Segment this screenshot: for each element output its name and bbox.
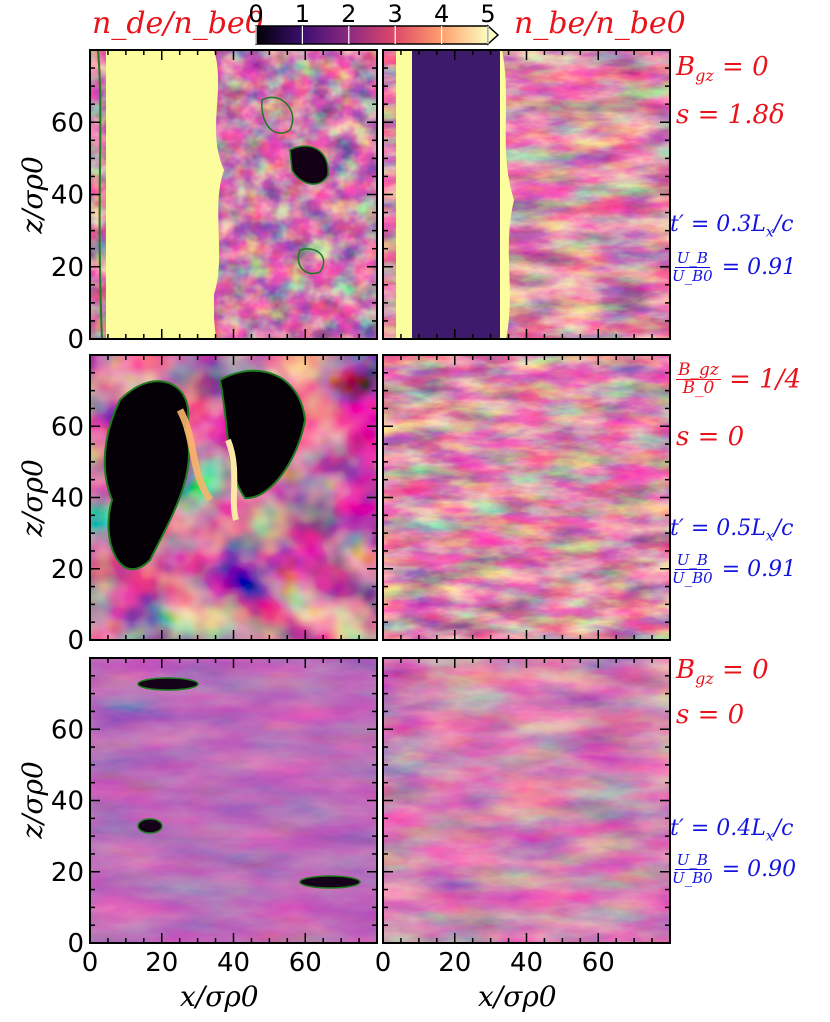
row1-right-front <box>500 50 514 339</box>
row1-left-contour-3 <box>261 96 294 134</box>
row3-right-panel <box>383 658 670 943</box>
row1-left-contour <box>97 50 103 339</box>
row2-param-bgz: B_gz B_0 = 1/4 <box>676 360 802 398</box>
y-tick-label: 20 <box>51 555 84 585</box>
x-axis-label-left: x/σρ0 <box>180 980 259 1013</box>
y-tick-label: 60 <box>51 412 84 442</box>
y-axis-labels: z/σρ0 z/σρ0 z/σρ0 <box>16 156 49 840</box>
row3-left-dark-spot <box>137 677 199 691</box>
colorbar-tick-label: 3 <box>388 0 403 28</box>
y-tick-label: 40 <box>51 484 84 514</box>
y-axis-label: z/σρ0 <box>16 459 49 538</box>
y-tick-label: 60 <box>51 715 84 745</box>
colorbar-tick-label: 0 <box>248 0 263 28</box>
x-axis-label-right: x/σρ0 <box>478 980 557 1013</box>
y-axis-label: z/σρ0 <box>16 761 49 840</box>
row1-param-s: s = 1.8δ <box>676 100 785 130</box>
colorbar-tick-label: 5 <box>480 0 495 28</box>
row3-left-dark-spot-2 <box>137 818 163 834</box>
row3-param-s: s = 0 <box>676 700 745 730</box>
axis-ticks <box>89 49 671 944</box>
x-tick-label: 0 <box>375 948 392 978</box>
x-tick-label: 0 <box>82 948 99 978</box>
row1-right-dark-band <box>412 50 502 339</box>
row3-time: t′ = 0.4Lx/c <box>670 816 794 845</box>
row1-left-panel <box>90 50 377 339</box>
left-column-title: n_de/n_be0 <box>92 6 264 41</box>
row1-left-dense-strip <box>106 50 214 339</box>
x-tick-label: 20 <box>438 948 471 978</box>
colorbar-extend-arrow <box>487 24 500 46</box>
y-tick-label: 0 <box>67 325 84 355</box>
right-column-title: n_be/n_be0 <box>514 6 686 41</box>
colorbar-tick-label: 4 <box>434 0 449 28</box>
row2-left-streak-2 <box>225 438 239 521</box>
x-tick-label: 60 <box>582 948 615 978</box>
row2-left-contour-void <box>103 380 190 570</box>
axis-tick-labels: 0 20 40 60 0 20 40 60 0 20 40 60 0 20 40 60 0 20 40 60 <box>51 108 615 978</box>
colorbar: 0 1 2 3 4 5 <box>248 0 500 46</box>
row2-time: t′ = 0.5Lx/c <box>670 516 794 545</box>
row3-left-dark-spot-3 <box>299 875 361 889</box>
y-tick-label: 0 <box>67 626 84 656</box>
y-tick-label: 40 <box>51 181 84 211</box>
row1-left-front <box>208 50 224 339</box>
y-tick-label: 20 <box>51 253 84 283</box>
x-tick-label: 40 <box>217 948 250 978</box>
row3-param-bgz: Bgz = 0 <box>676 655 769 689</box>
row3-energy-ratio: U_B U_B0 = 0.90 <box>672 851 797 887</box>
x-tick-label: 60 <box>289 948 322 978</box>
y-tick-label: 40 <box>51 787 84 817</box>
row1-left-contour-2 <box>289 145 329 185</box>
y-axis-label: z/σρ0 <box>16 156 49 235</box>
row2-left-streak <box>176 408 213 502</box>
x-tick-label: 40 <box>510 948 543 978</box>
x-tick-label: 20 <box>145 948 178 978</box>
colorbar-gradient <box>255 25 489 45</box>
row2-left-panel <box>90 355 377 640</box>
y-tick-label: 0 <box>67 929 84 959</box>
row1-right-panel <box>383 50 670 339</box>
colorbar-ticks: 0 1 2 3 4 5 <box>248 0 496 44</box>
y-tick-label: 60 <box>51 108 84 138</box>
row1-right-bright-edge <box>396 50 412 339</box>
row1-left-contour-4 <box>297 248 325 275</box>
row2-param-s: s = 0 <box>676 422 745 452</box>
row1-time: t′ = 0.3Lx/c <box>670 212 794 241</box>
colorbar-tick-label: 1 <box>295 0 310 28</box>
row1-param-bgz: Bgz = 0 <box>676 52 769 86</box>
colorbar-tick-label: 2 <box>341 0 356 28</box>
row2-energy-ratio: U_B U_B0 = 0.91 <box>672 551 797 587</box>
y-tick-label: 20 <box>51 858 84 888</box>
row3-left-panel <box>90 658 377 943</box>
row2-right-panel <box>383 355 670 640</box>
row1-energy-ratio: U_B U_B0 = 0.91 <box>672 249 797 285</box>
